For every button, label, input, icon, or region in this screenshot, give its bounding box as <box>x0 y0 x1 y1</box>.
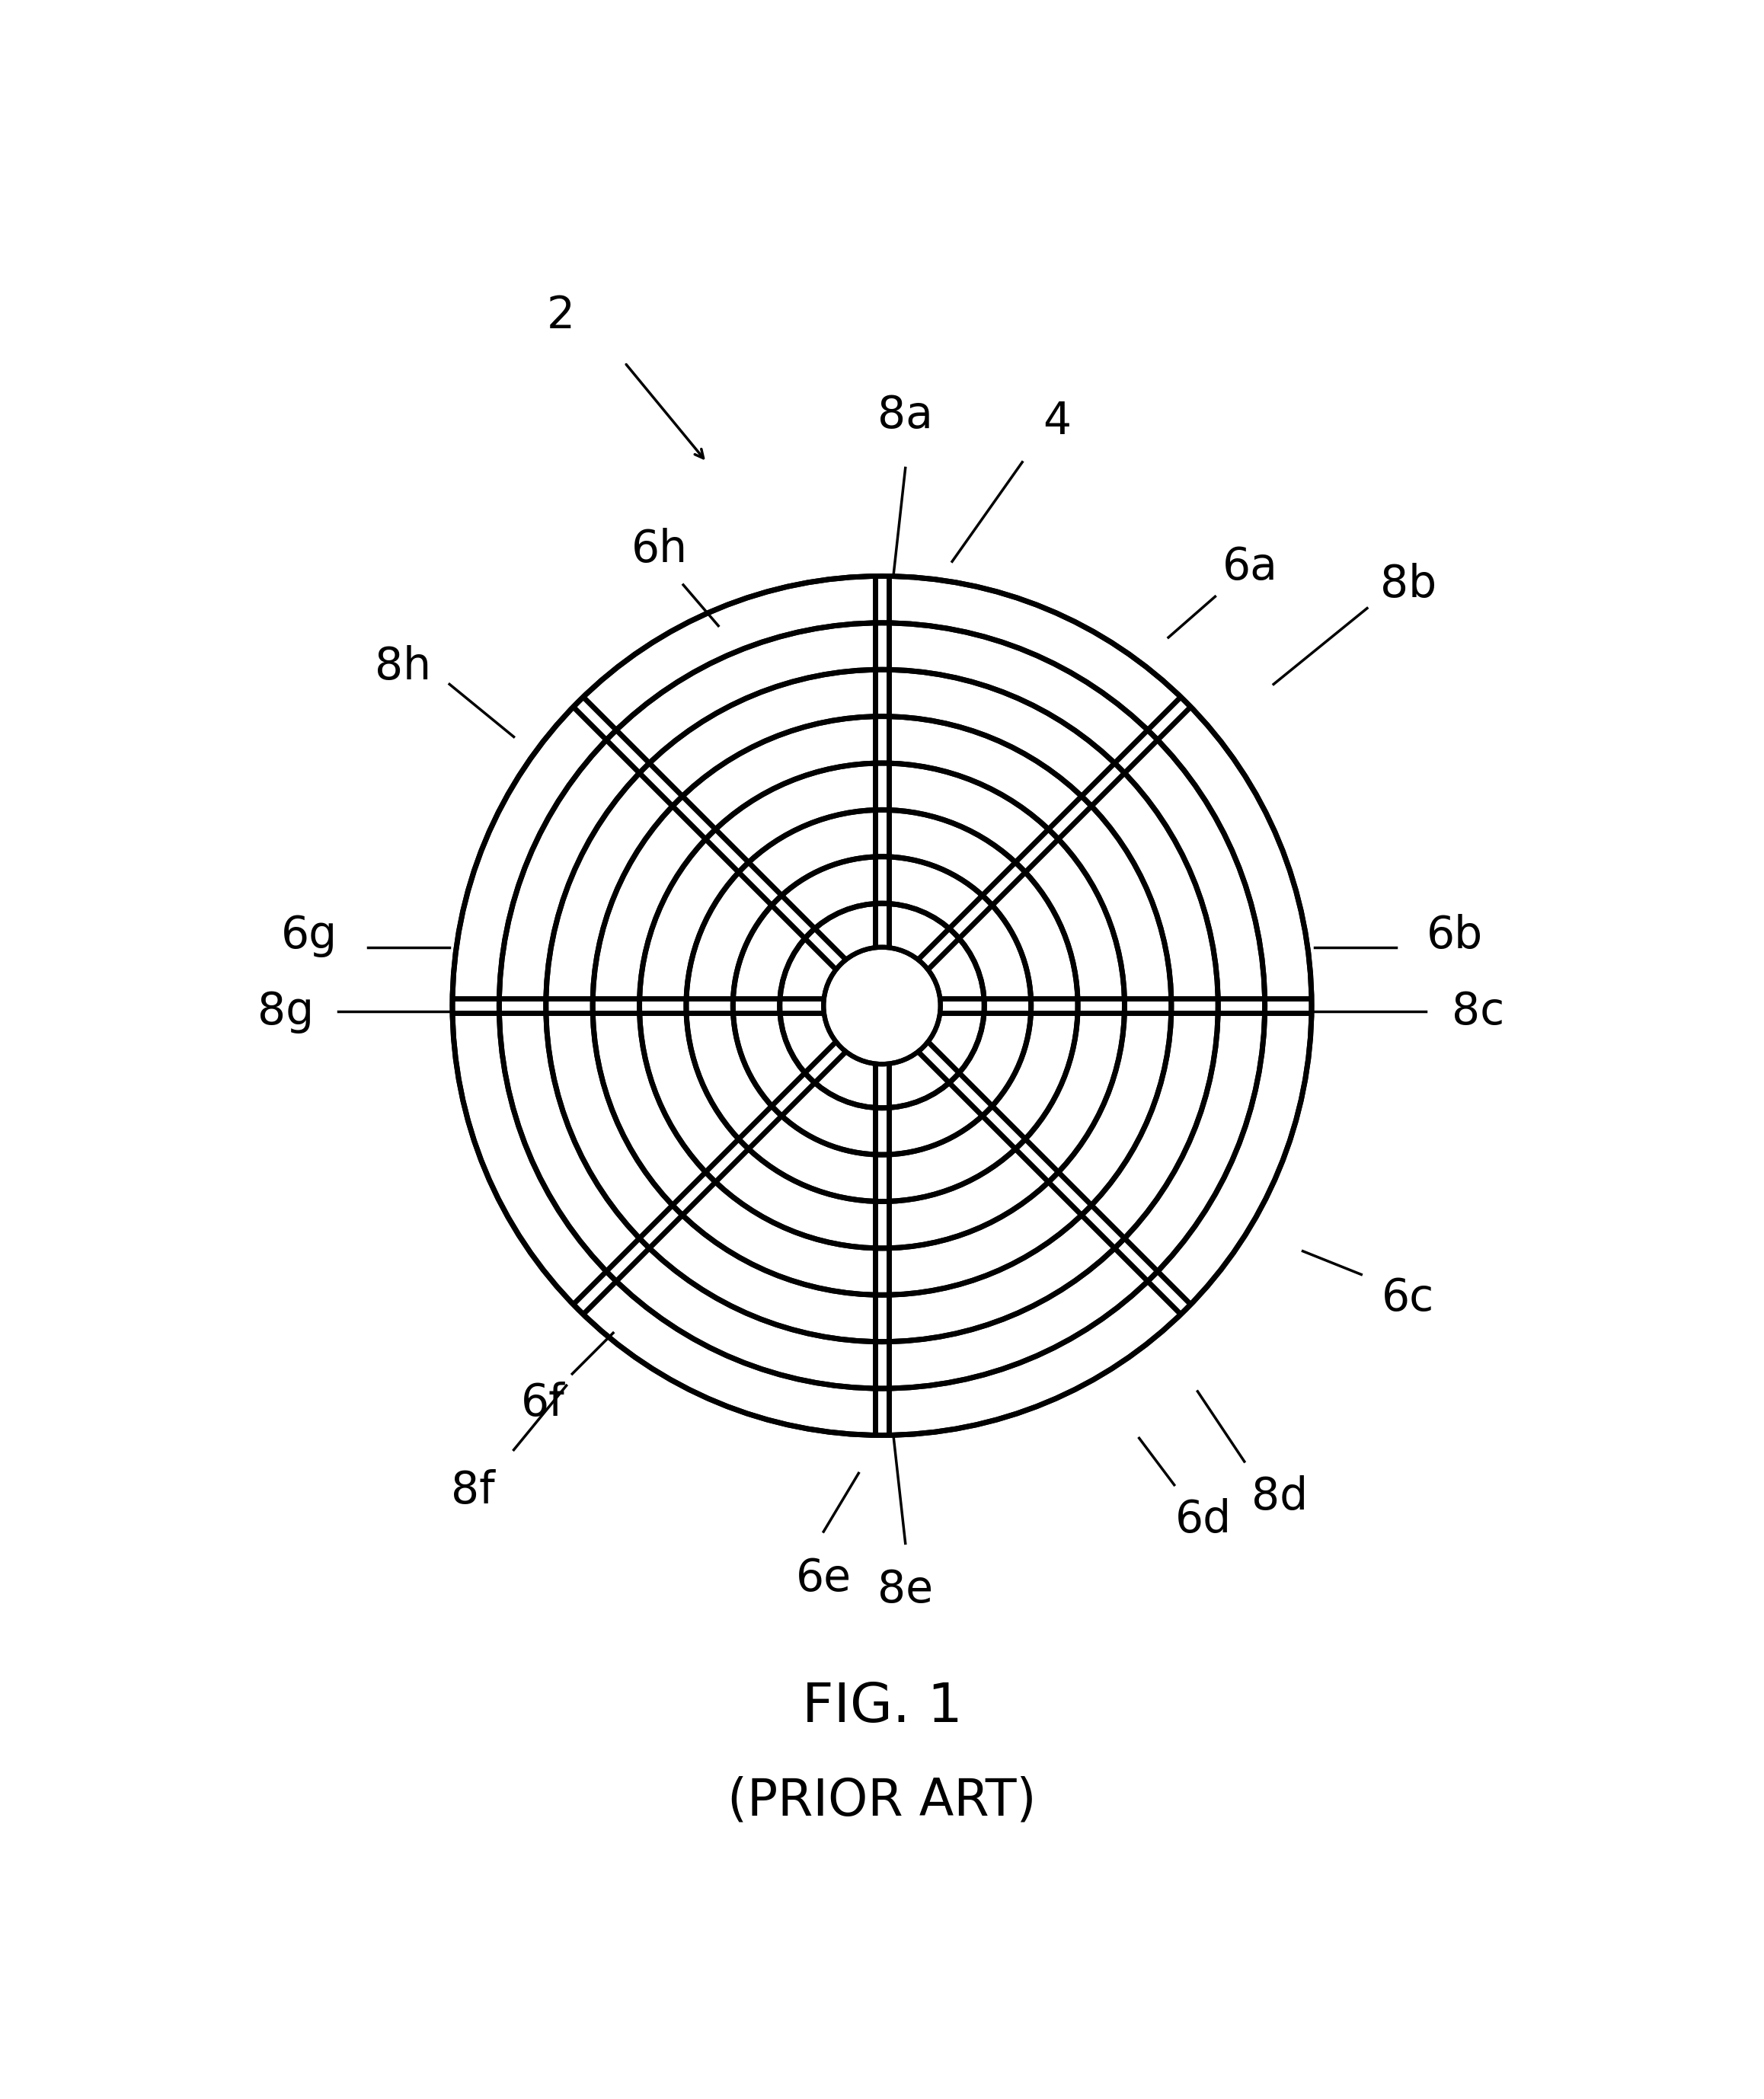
Text: 8g: 8g <box>258 991 314 1033</box>
Text: 6b: 6b <box>1427 913 1484 957</box>
Text: 4: 4 <box>1043 399 1071 443</box>
Text: FIG. 1: FIG. 1 <box>803 1681 961 1734</box>
Text: 6c: 6c <box>1381 1276 1434 1320</box>
Text: 8a: 8a <box>878 395 933 437</box>
Text: 6g: 6g <box>280 913 337 957</box>
Text: 8b: 8b <box>1379 563 1436 607</box>
Text: 6e: 6e <box>796 1557 852 1599</box>
Text: 6f: 6f <box>520 1381 564 1425</box>
Text: 8h: 8h <box>374 644 430 688</box>
Text: (PRIOR ART): (PRIOR ART) <box>727 1776 1037 1826</box>
Text: 8d: 8d <box>1251 1476 1307 1518</box>
Text: 6d: 6d <box>1175 1499 1231 1541</box>
Text: 8e: 8e <box>877 1568 933 1612</box>
Text: 8f: 8f <box>452 1469 496 1513</box>
Text: 8c: 8c <box>1452 991 1505 1033</box>
Text: 6h: 6h <box>632 529 688 571</box>
Text: 6a: 6a <box>1222 546 1277 590</box>
Text: 2: 2 <box>547 294 575 338</box>
